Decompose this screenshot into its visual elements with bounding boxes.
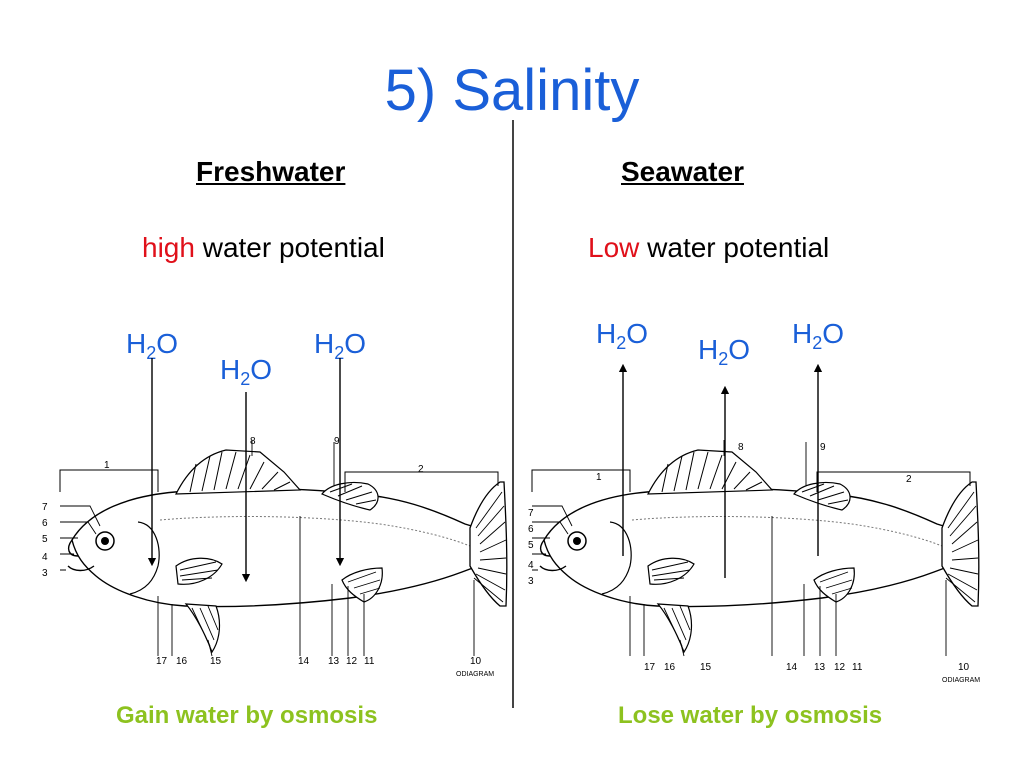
diagram-stamp: ODIAGRAM [456, 671, 494, 678]
freshwater-potential-highlight: high [142, 232, 195, 263]
part-number: 6 [528, 524, 534, 535]
part-number: 11 [364, 656, 375, 667]
seawater-h2o-label: H2O [698, 334, 751, 369]
part-number: 14 [298, 656, 310, 667]
freshwater-part-numbers: 1 2 3 4 5 6 7 8 9 10 11 12 13 14 15 16 1… [42, 436, 494, 678]
freshwater-potential: high water potential [142, 232, 385, 264]
freshwater-h2o-label: H2O [314, 328, 367, 363]
part-number: 7 [528, 508, 534, 519]
part-number: 1 [596, 472, 602, 483]
part-number: 12 [346, 656, 358, 667]
seawater-potential: Low water potential [588, 232, 829, 264]
part-number: 6 [42, 518, 48, 529]
freshwater-heading: Freshwater [196, 156, 346, 187]
freshwater-h2o-label: H2O [126, 328, 179, 363]
part-number: 10 [958, 662, 970, 673]
freshwater-fish [59, 439, 508, 657]
slide-title: 5) Salinity [384, 58, 640, 123]
part-number: 7 [42, 502, 48, 513]
seawater-potential-highlight: Low [588, 232, 640, 263]
part-number: 9 [334, 436, 340, 447]
part-number: 13 [328, 656, 340, 667]
seawater-potential-text: water potential [639, 232, 830, 263]
part-number: 11 [852, 662, 863, 673]
part-number: 5 [42, 534, 48, 545]
part-number: 15 [210, 656, 222, 667]
part-number: 8 [250, 436, 256, 447]
part-number: 2 [906, 474, 912, 485]
part-number: 4 [528, 560, 534, 571]
part-number: 8 [738, 442, 744, 453]
seawater-h2o-label: H2O [596, 318, 649, 353]
part-number: 13 [814, 662, 826, 673]
part-number: 3 [42, 568, 48, 579]
seawater-part-numbers: 1 2 3 4 5 6 7 8 9 10 11 12 13 14 15 16 1… [528, 442, 980, 684]
seawater-caption: Lose water by osmosis [618, 702, 883, 729]
part-number: 16 [664, 662, 676, 673]
column-divider [512, 120, 514, 708]
part-number: 4 [42, 552, 48, 563]
part-number: 12 [834, 662, 846, 673]
part-number: 14 [786, 662, 798, 673]
part-number: 17 [644, 662, 656, 673]
part-number: 2 [418, 464, 424, 475]
part-number: 5 [528, 540, 534, 551]
part-number: 17 [156, 656, 168, 667]
part-number: 9 [820, 442, 826, 453]
seawater-heading: Seawater [621, 156, 744, 187]
freshwater-potential-text: water potential [194, 232, 385, 263]
part-number: 10 [470, 656, 482, 667]
seawater-h2o-label: H2O [792, 318, 845, 353]
diagram-stamp: ODIAGRAM [942, 677, 980, 684]
part-number: 1 [104, 460, 110, 471]
part-number: 15 [700, 662, 712, 673]
freshwater-h2o-label: H2O [220, 354, 273, 389]
freshwater-caption: Gain water by osmosis [116, 702, 378, 729]
part-number: 16 [176, 656, 188, 667]
part-number: 3 [528, 576, 534, 587]
